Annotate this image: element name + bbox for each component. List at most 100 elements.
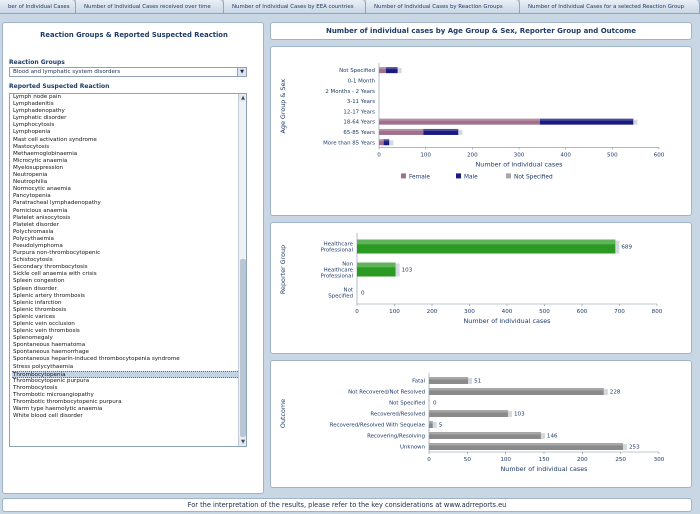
tab-cases-by-reaction-groups[interactable]: Number of Individual Cases by Reaction G…	[366, 0, 520, 13]
reaction-list-item[interactable]: Splenic artery thrombosis	[13, 292, 85, 299]
dropdown-arrow-icon[interactable]: ▼	[237, 68, 246, 76]
reaction-list-item[interactable]: Secondary thrombocytosis	[13, 264, 88, 271]
reaction-list-item[interactable]: Stress polycythaemia	[13, 363, 74, 370]
data-label: 0	[361, 291, 365, 297]
reaction-list-item[interactable]: Lymphadenopathy	[13, 108, 65, 115]
reaction-list-item[interactable]: Spontaneous haemorrhage	[13, 349, 89, 356]
tab-number-of-individual-cases[interactable]: ber of Individual Cases	[0, 0, 76, 13]
reaction-list-item[interactable]: Normocytic anaemia	[13, 186, 71, 193]
x-tick-label: 100	[420, 152, 431, 158]
bar-highlight	[429, 388, 604, 391]
x-axis-title: Number of individual cases	[501, 465, 589, 473]
bar	[357, 239, 616, 254]
bar-highlight	[357, 239, 616, 245]
y-category-label: Not Specified	[389, 401, 425, 407]
reaction-list-item[interactable]: Lymphatic disorder	[13, 115, 67, 122]
data-label: 103	[514, 412, 525, 418]
x-tick-label: 300	[514, 152, 525, 158]
reaction-list-item[interactable]: Schistocytosis	[13, 257, 53, 264]
reaction-list-item[interactable]: Paratracheal lymphadenopathy	[13, 200, 101, 207]
reaction-list-item[interactable]: Splenomegaly	[13, 335, 53, 342]
reaction-list-item[interactable]: Polycythaemia	[13, 235, 54, 242]
legend-swatch	[456, 173, 461, 179]
reaction-list-item[interactable]: Pseudolymphoma	[13, 242, 63, 249]
bar-highlight	[429, 443, 623, 446]
listbox-scrollbar[interactable]: ▲ ▼	[238, 94, 246, 446]
reaction-list-item[interactable]: Pernicious anaemia	[13, 207, 68, 214]
reaction-list-item[interactable]: Splenic vein thrombosis	[13, 328, 80, 335]
reaction-list-item[interactable]: Neutrophilia	[13, 179, 48, 186]
reaction-list-item[interactable]: Methaemoglobinaemia	[13, 150, 78, 157]
scroll-up-icon[interactable]: ▲	[239, 94, 246, 102]
x-tick-label: 100	[389, 309, 400, 315]
tab-cases-by-eea-countries[interactable]: Number of Individual Cases by EEA countr…	[224, 0, 366, 13]
reaction-list-item[interactable]: Spontaneous haematoma	[13, 342, 86, 349]
scroll-down-icon[interactable]: ▼	[239, 438, 246, 446]
reaction-list-item[interactable]: Purpura non-thrombocytopenic	[13, 250, 101, 257]
bar-shadow	[603, 389, 608, 395]
reaction-list-item[interactable]: Platelet anisocytosis	[13, 214, 71, 221]
y-category-label: Healthcare	[324, 241, 354, 247]
x-tick-label: 600	[654, 152, 665, 158]
x-tick-label: 400	[502, 309, 513, 315]
reaction-panel-title: Reaction Groups & Reported Suspected Rea…	[40, 31, 228, 39]
reaction-listbox[interactable]: Lymph node pain Lymphadenitis Lymphadenopa…	[9, 93, 247, 447]
reporter-chart-panel: 0 100 200 300 400 500 600 700 800 Number of indiv…	[270, 222, 692, 354]
reaction-list-item[interactable]: Sickle cell anaemia with crisis	[13, 271, 97, 278]
legend-swatch	[401, 173, 406, 179]
y-axis-title: Outcome	[279, 399, 287, 428]
reaction-list-item[interactable]: Thrombocytopenia	[12, 370, 238, 378]
reaction-list-item[interactable]: Warm type haemolytic anaemia	[13, 406, 103, 413]
bar	[429, 410, 508, 417]
bar-highlight	[357, 262, 396, 268]
reaction-list-item[interactable]: Mastocytosis	[13, 143, 50, 150]
x-tick-label: 50	[464, 457, 472, 463]
reaction-list-item[interactable]: Lymphopenia	[13, 129, 51, 136]
x-tick-label: 300	[464, 309, 475, 315]
reaction-list-item[interactable]: Polychromasia	[13, 228, 54, 235]
reaction-list-item[interactable]: Spontaneous heparin-induced thrombocytop…	[13, 356, 180, 363]
scrollbar-thumb[interactable]	[240, 259, 246, 437]
reaction-list-item[interactable]: Mast cell activation syndrome	[13, 136, 97, 143]
bar-male	[540, 118, 634, 125]
age-sex-chart: 0 100 200 300 400 500 600 Number of individual …	[279, 63, 665, 180]
reaction-list-item[interactable]: Myelosuppression	[13, 164, 64, 171]
y-axis-title: Reporter Group	[279, 245, 287, 294]
legend-label: Male	[464, 174, 478, 180]
legend-swatch	[506, 173, 511, 179]
tab-cases-selected-reaction-group[interactable]: Number of Individual Cases for a selecte…	[520, 0, 700, 13]
reaction-list-item[interactable]: Pancytopenia	[13, 193, 51, 200]
reaction-list-item[interactable]: Thrombocytopenic purpura	[13, 377, 90, 384]
reaction-list-item[interactable]: Lymph node pain	[13, 94, 62, 100]
data-label: 253	[629, 445, 640, 451]
data-label: 0	[433, 401, 437, 407]
reaction-list-item[interactable]: Splenic varices	[13, 313, 56, 320]
y-category-label: Not	[344, 287, 353, 293]
bar-highlight	[379, 118, 540, 121]
reaction-list-item[interactable]: Lymphocytosis	[13, 122, 55, 129]
bar-male	[423, 128, 459, 135]
bar-highlight	[379, 67, 386, 70]
bar-highlight	[429, 421, 433, 424]
reaction-list-item[interactable]: Microcytic anaemia	[13, 157, 68, 164]
reaction-list-item[interactable]: Splenic thrombosis	[13, 306, 67, 313]
x-tick-label: 400	[560, 152, 571, 158]
reaction-list-item[interactable]: Lymphadenitis	[13, 101, 54, 108]
tab-cases-over-time[interactable]: Number of Individual Cases received over…	[76, 0, 224, 13]
reaction-list-item[interactable]: Platelet disorder	[13, 221, 59, 228]
bar-male	[386, 67, 398, 74]
y-category-label: Fatal	[412, 379, 425, 385]
reaction-list-item[interactable]: Thrombocytosis	[13, 384, 58, 391]
reaction-list-item[interactable]: Neutropenia	[13, 172, 48, 179]
reaction-list-item[interactable]: White blood cell disorder	[13, 413, 83, 420]
reaction-list-item[interactable]: Thrombotic microangiopathy	[13, 391, 94, 398]
reaction-group-select[interactable]: Blood and lymphatic system disorders ▼	[9, 67, 247, 77]
reaction-list-item[interactable]: Spleen disorder	[13, 285, 57, 292]
reaction-list-item[interactable]: Spleen congestion	[13, 278, 65, 285]
y-category-label: 0-1 Month	[348, 78, 375, 84]
reaction-list-item[interactable]: Thrombotic thrombocytopenic purpura	[13, 399, 122, 406]
reaction-list-item[interactable]: Splenic infarction	[13, 299, 62, 306]
bar-shadow	[540, 433, 545, 439]
reaction-list-item[interactable]: Splenic vein occlusion	[13, 321, 75, 327]
bar-highlight	[540, 118, 634, 121]
